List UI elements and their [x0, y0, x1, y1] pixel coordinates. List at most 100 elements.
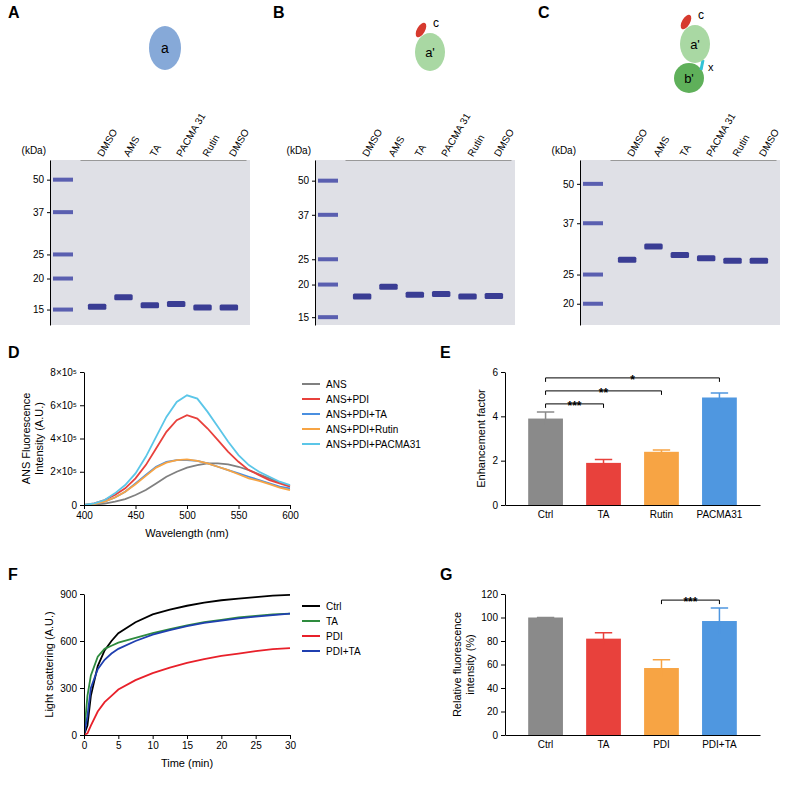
tick: 10 — [148, 735, 160, 751]
tick-label: Rutin — [730, 133, 751, 159]
legend-item: ANS+PDI — [302, 394, 369, 405]
tick-label: 50 — [33, 174, 45, 185]
band — [114, 294, 132, 300]
legend-item: TA — [302, 616, 338, 627]
tick: 50 — [33, 174, 50, 185]
tick: 15 — [33, 304, 50, 315]
tick-label: AMS — [651, 134, 672, 159]
tick: AMS — [386, 134, 407, 160]
ladder-band — [583, 302, 603, 306]
tick-mark — [312, 317, 315, 318]
tick: 0 — [492, 730, 505, 741]
axis: 1520253750 — [33, 161, 51, 326]
axis-line — [346, 160, 512, 161]
band — [141, 302, 159, 308]
tick-label: 37 — [563, 218, 575, 229]
tick-label: TA — [413, 142, 429, 158]
tick-mark — [501, 712, 505, 713]
axis-line — [84, 595, 85, 736]
tick: AMS — [651, 134, 672, 160]
axis-line — [506, 735, 761, 736]
tick-label: 0 — [82, 740, 88, 751]
tick: DMSO — [360, 127, 385, 160]
tick-label: AMS — [386, 134, 407, 159]
tick: AMS — [121, 134, 142, 160]
tick: 400 — [76, 505, 93, 521]
axis-line — [505, 595, 506, 736]
tick-label: DMSO — [95, 127, 120, 159]
tick: DMSO — [227, 127, 252, 160]
tick: Rutin — [650, 505, 673, 520]
series-line — [84, 648, 290, 735]
tick: 500 — [179, 505, 196, 521]
tick: 37 — [298, 210, 315, 221]
tick-label: DMSO — [492, 127, 517, 159]
tick-label: Ctrl — [538, 509, 554, 520]
tick-label: 0 — [492, 730, 498, 741]
tick: Ctrl — [538, 735, 554, 750]
tick: 25 — [563, 269, 580, 280]
series-line — [84, 463, 290, 505]
panel-letter: C — [538, 4, 550, 21]
tick: 37 — [33, 207, 50, 218]
tick-label: Ctrl — [538, 739, 554, 750]
tick-mark — [221, 735, 222, 739]
tick-label: 2×10⁵ — [50, 466, 77, 477]
tick-label: 50 — [563, 179, 575, 190]
axis-title: Relative fluorescenceintensity (%) — [451, 612, 476, 717]
tick: TA — [148, 142, 164, 160]
axis-title: (kDa) — [22, 145, 46, 156]
domain-label: x — [708, 61, 714, 73]
tick-label: DMSO — [757, 127, 782, 159]
ladder-band — [53, 252, 73, 256]
domain-label: a — [161, 40, 169, 56]
tick: Ctrl — [538, 505, 554, 520]
tick: 5 — [116, 735, 122, 751]
plot-area — [528, 393, 737, 505]
axis: DMSOAMSTAPACMA 31RutinDMSO — [346, 111, 517, 161]
tick-mark — [577, 304, 580, 305]
legend-label: ANS — [326, 379, 347, 390]
tick: 4 — [492, 411, 505, 422]
domain-label: b' — [684, 71, 694, 86]
domain-shape — [149, 26, 181, 70]
bar — [644, 668, 679, 735]
axis-title: (kDa) — [287, 145, 311, 156]
tick: 15 — [298, 312, 315, 323]
tick-mark — [501, 641, 505, 642]
axis-line — [84, 373, 85, 506]
tick: 6×10⁵ — [50, 400, 84, 411]
significance-label: * — [630, 373, 635, 387]
tick-mark — [47, 254, 50, 255]
band — [167, 301, 185, 307]
axis-line — [505, 373, 506, 506]
tick-label: 50 — [298, 175, 310, 186]
legend-label: TA — [326, 616, 338, 627]
legend-item: ANS+PDI+Rutin — [302, 424, 398, 435]
significance-label: *** — [568, 399, 582, 413]
tick: 2×10⁵ — [50, 466, 84, 477]
tick-mark — [84, 735, 85, 739]
tick: 300 — [60, 683, 84, 694]
tick-label: 10 — [148, 740, 160, 751]
axis: DMSOAMSTAPACMA 31RutinDMSO — [81, 111, 252, 161]
ladder-band — [318, 257, 338, 261]
tick-label: 4×10⁵ — [50, 433, 77, 444]
tick-mark — [312, 181, 315, 182]
tick-label: 600 — [60, 636, 77, 647]
legend-swatch — [302, 398, 320, 400]
tick: 25 — [298, 254, 315, 265]
tick-mark — [501, 618, 505, 619]
significance-label: ** — [599, 386, 609, 400]
tick: TA — [413, 142, 429, 160]
tick-label: 6 — [492, 367, 498, 378]
tick-mark — [80, 594, 84, 595]
tick: 50 — [563, 179, 580, 190]
tick-mark — [47, 212, 50, 213]
significance-label: *** — [683, 595, 697, 609]
legend-swatch — [302, 383, 320, 385]
tick: PDI+TA — [702, 735, 737, 750]
axis-line — [81, 160, 247, 161]
tick: 20 — [216, 735, 228, 751]
tick: 0 — [71, 730, 84, 741]
